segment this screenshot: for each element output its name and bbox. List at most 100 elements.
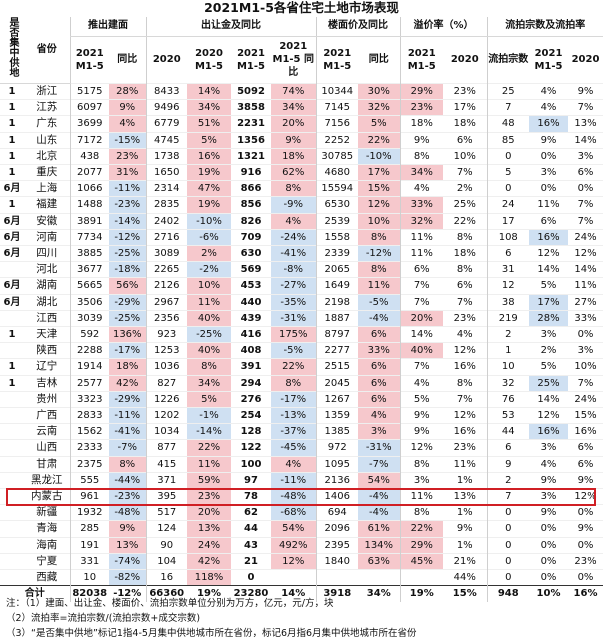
cell-area-2021: 2577	[69, 374, 109, 392]
cell-premrate-2020: 16%	[443, 423, 487, 440]
cell-area-yoy: 18%	[109, 358, 146, 376]
cell-floor-2021: 15594	[315, 180, 358, 197]
cell-failrate-2020: 6%	[568, 455, 603, 473]
cell-area-2021: 3506	[69, 293, 109, 311]
cell-failrate-2021: 12%	[529, 407, 568, 424]
cell-area-2021: 7172	[69, 131, 109, 149]
cell-premium-2020: 2716	[145, 228, 187, 246]
cell-premrate-2020: 7%	[443, 164, 487, 181]
cell-area-yoy: 28%	[109, 82, 146, 100]
cell-premium-2021: 3858	[231, 99, 271, 116]
cell-failed-count: 76	[486, 390, 529, 408]
cell-floor-2021	[315, 569, 358, 586]
cell-premium-2021: 569	[231, 261, 271, 278]
table-row: 1 江苏 6097 9% 9496 34% 3858 34% 7145 32% 23% 17% 7 4% 7…	[0, 99, 603, 116]
subheader-premrate-2020: 2020	[443, 36, 487, 84]
subheader-floor-2021: 2021 M1-5	[315, 36, 358, 84]
cell-area-yoy: -7%	[109, 439, 146, 457]
province-cell: 江西	[24, 309, 70, 327]
total-area-yoy: -12%	[109, 585, 146, 602]
cell-failrate-2020: 24%	[568, 390, 603, 408]
cell-failrate-2020: 7%	[568, 212, 603, 230]
cell-failrate-2021: 0%	[529, 536, 568, 554]
cell-floor-2021: 2045	[315, 374, 358, 392]
cell-premrate-2020: 1%	[443, 504, 487, 521]
cell-premium-2021: 440	[231, 293, 271, 311]
cell-area-yoy: 31%	[109, 164, 146, 181]
cell-failrate-2021: 9%	[529, 504, 568, 521]
cell-floor-yoy: 54%	[358, 471, 400, 489]
cell-failrate-2020: 6%	[568, 164, 603, 181]
cell-failrate-2021: 11%	[529, 196, 568, 214]
cell-failrate-2020: 3%	[568, 342, 603, 359]
cell-premium-2020-m1-5: -10%	[187, 212, 231, 230]
cell-premium-2020-m1-5: -1%	[187, 407, 231, 424]
cell-premrate-2020: 7%	[443, 390, 487, 408]
cell-premium-2020: 1226	[145, 390, 187, 408]
table-title: 2021M1-5各省住宅土地市场表现	[204, 0, 399, 15]
cell-premium-yoy: -24%	[271, 228, 316, 246]
province-cell: 甘肃	[24, 455, 70, 473]
cell-area-2021: 3039	[69, 309, 109, 327]
cell-premium-2021: 294	[231, 374, 271, 392]
cell-failrate-2020: 16%	[568, 423, 603, 440]
cell-premium-yoy: 74%	[271, 82, 316, 100]
table-row: 陕西 2288 -17% 1253 40% 408 -5% 2277 33% 40% 12% 1 2% 3…	[0, 342, 603, 359]
province-cell: 天津	[24, 326, 70, 343]
province-cell: 浙江	[24, 82, 70, 100]
cell-area-2021: 2375	[69, 455, 109, 473]
table-row: 新疆 1932 -48% 517 20% 62 -68% 694 -4% 8% 1% 0 9% 0%	[0, 504, 603, 521]
cell-premium-2020: 827	[145, 374, 187, 392]
table-row: 1 浙江 5175 28% 8433 14% 5092 74% 10344 30% 29% 23% 25…	[0, 82, 603, 100]
cell-floor-yoy: 30%	[358, 82, 400, 100]
total-premium-2021: 23280	[231, 585, 271, 602]
cell-area-yoy: -25%	[109, 245, 146, 262]
cell-premium-2021: 1321	[231, 147, 271, 165]
cell-floor-yoy: 12%	[358, 196, 400, 214]
cell-premrate-2020: 7%	[443, 293, 487, 311]
note-1: 注：（1）建面、出让金、楼面价、流拍宗数单位分别为万方，亿元，元/方，块	[6, 598, 334, 609]
cell-floor-yoy: 63%	[358, 552, 400, 570]
cell-premium-2021: 630	[231, 245, 271, 262]
cell-failrate-2021: 3%	[529, 439, 568, 457]
province-header: 省份	[24, 17, 70, 84]
cell-area-2021: 3699	[69, 115, 109, 133]
cell-area-2021: 1488	[69, 196, 109, 214]
cell-premium-2020-m1-5: 14%	[187, 82, 231, 100]
province-cell: 贵州	[24, 390, 70, 408]
cell-premium-2020-m1-5: 34%	[187, 99, 231, 116]
cell-premrate-2021: 7%	[399, 293, 443, 311]
cell-floor-yoy: 8%	[358, 228, 400, 246]
cell-premium-2020-m1-5: 20%	[187, 504, 231, 521]
cell-floor-yoy: 10%	[358, 212, 400, 230]
cell-area-yoy: -12%	[109, 228, 146, 246]
cell-premium-2020-m1-5: 40%	[187, 309, 231, 327]
cell-failrate-2021: 0%	[529, 520, 568, 538]
cell-failrate-2021: 5%	[529, 358, 568, 376]
cell-floor-2021: 2339	[315, 245, 358, 262]
cell-premrate-2021: 20%	[399, 309, 443, 327]
cell-floor-2021: 2539	[315, 212, 358, 230]
cell-failrate-2021: 16%	[529, 423, 568, 440]
supply-flag-cell: 1	[0, 131, 24, 149]
cell-failed-count: 25	[486, 82, 529, 100]
cell-floor-2021: 1887	[315, 309, 358, 327]
cell-area-yoy: -82%	[109, 569, 146, 586]
cell-area-yoy: 42%	[109, 374, 146, 392]
supply-flag-cell	[0, 261, 24, 278]
cell-floor-2021: 1840	[315, 552, 358, 570]
table-row: 6月 上海 1066 -11% 2314 47% 866 8% 15594 15% 4% 2% 0 0% 0…	[0, 180, 603, 197]
footnotes: 注：（1）建面、出让金、楼面价、流拍宗数单位分别为万方，亿元，元/方，块 （2）…	[6, 596, 601, 641]
cell-premrate-2021: 3%	[399, 471, 443, 489]
cell-floor-yoy: 8%	[358, 261, 400, 278]
subheader-premium-yoy: 2021 M1-5 同比	[271, 36, 316, 84]
table-row: 黑龙江 555 -44% 371 59% 97 -11% 2136 54% 3% 1% 2 9% 9%	[0, 471, 603, 489]
province-cell: 海南	[24, 536, 70, 554]
table-row: 西藏 10 -82% 16 118% 0 44% 0 0% 0%	[0, 569, 603, 586]
cell-premrate-2020: 12%	[443, 342, 487, 359]
data-table-wrap: 是否集中供地 省份 推出建面 出让金及同比 楼面价及同比 溢价率（%） 流拍宗数…	[0, 17, 603, 602]
cell-failrate-2021: 3%	[529, 326, 568, 343]
cell-area-yoy: -11%	[109, 180, 146, 197]
cell-premium-2020: 923	[145, 326, 187, 343]
supply-flag-header: 是否集中供地	[0, 17, 24, 84]
